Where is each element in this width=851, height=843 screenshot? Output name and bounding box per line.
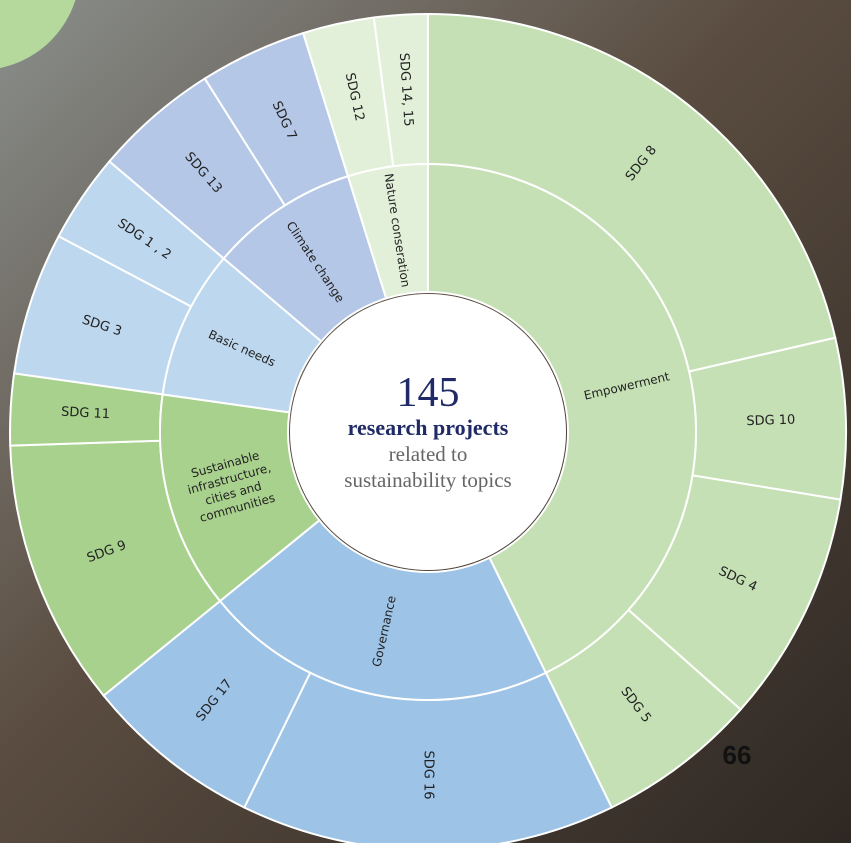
outer-label: SDG 11	[61, 405, 111, 423]
center-total: 145	[396, 369, 460, 416]
inner-wedge	[159, 393, 321, 603]
center-circle	[290, 294, 566, 570]
inner-wedge	[346, 162, 429, 300]
corner-decoration	[0, 0, 76, 68]
center-text: related to sustainability topics	[344, 441, 512, 493]
inner-label: Climate change	[283, 218, 348, 305]
page-number: 66	[723, 740, 752, 770]
inner-label: Governance	[369, 594, 399, 668]
inner-wedge	[218, 518, 548, 701]
outer-label: SDG 14, 15	[396, 52, 416, 127]
inner-label: Basic needs	[206, 326, 278, 370]
inner-label: Nature conseration	[382, 172, 414, 289]
inner-label: Empowerment	[582, 368, 671, 403]
inner-wedge	[427, 162, 697, 675]
center-label: research projects	[347, 414, 509, 440]
outer-label: SDG 16	[421, 750, 436, 799]
center-wrap: 145 research projects related to sustainab…	[298, 322, 558, 542]
outer-label: SDG 10	[746, 413, 795, 430]
